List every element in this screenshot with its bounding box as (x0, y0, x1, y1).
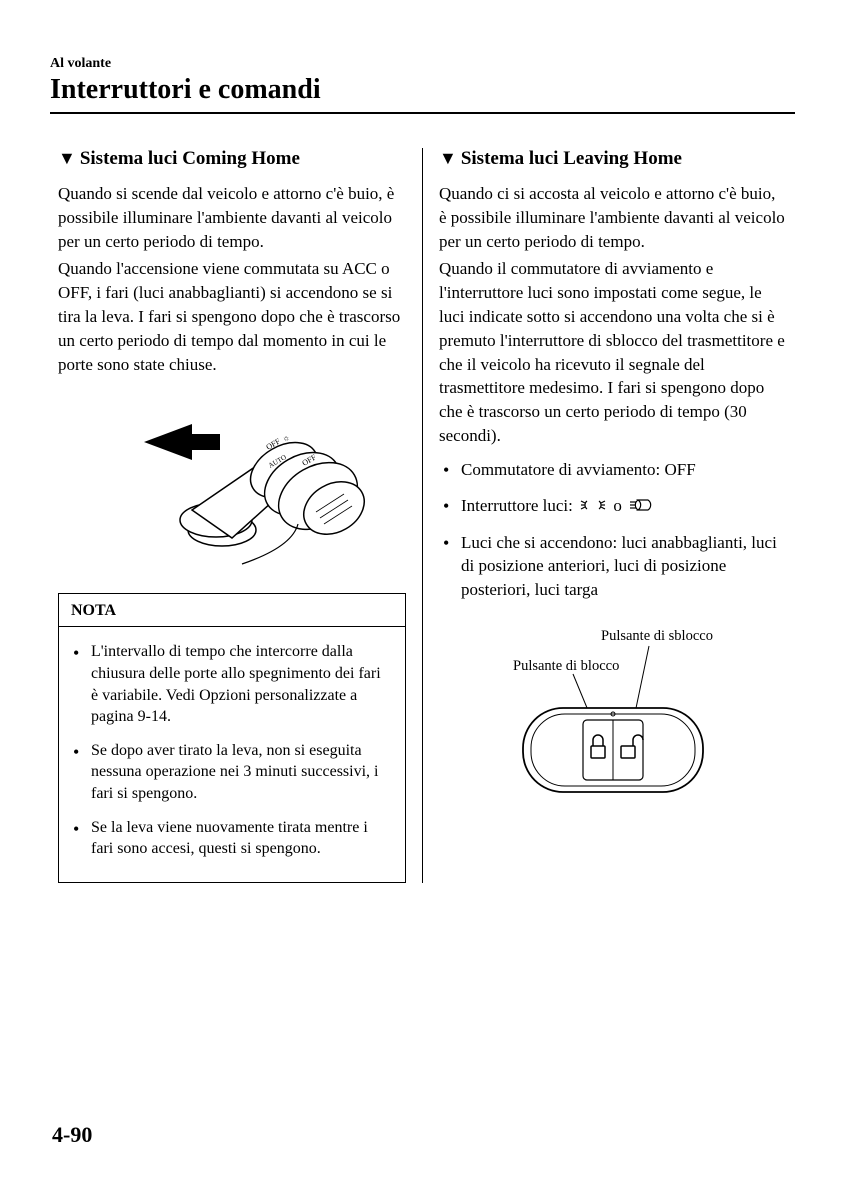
left-heading-text: Sistema luci Coming Home (80, 148, 300, 170)
content-columns: ▼ Sistema luci Coming Home Quando si sce… (50, 148, 795, 883)
left-subheading: ▼ Sistema luci Coming Home (58, 148, 406, 170)
bullet-item: Luci che si accendono: luci anabbagliant… (439, 531, 787, 602)
right-subheading: ▼ Sistema luci Leaving Home (439, 148, 787, 170)
right-para2: Quando il commutatore di avviamento e l'… (439, 257, 787, 447)
bullet-item: Interruttore luci: o (439, 494, 787, 519)
headlights-icon (628, 495, 652, 519)
right-column: ▼ Sistema luci Leaving Home Quando ci si… (423, 148, 795, 883)
note-box: NOTA L'intervallo di tempo che intercorr… (58, 593, 406, 882)
right-heading-text: Sistema luci Leaving Home (461, 148, 682, 170)
note-item: L'intervallo di tempo che intercorre dal… (73, 641, 391, 727)
page-header: Al volante Interruttori e comandi (50, 56, 795, 114)
note-list: L'intervallo di tempo che intercorre dal… (59, 627, 405, 881)
page-number: 4-90 (52, 1122, 92, 1148)
unlock-label: Pulsante di sblocco (601, 628, 713, 645)
key-illustration: Pulsante di sblocco Pulsante di blocco (439, 628, 787, 813)
left-para2: Quando l'accensione viene commutata su A… (58, 257, 406, 376)
svg-text:☼: ☼ (281, 433, 292, 444)
triangle-marker-icon: ▼ (439, 148, 457, 169)
bullet-item: Commutatore di avviamento: OFF (439, 458, 787, 482)
b2-prefix: Interruttore luci: (461, 496, 577, 515)
left-column: ▼ Sistema luci Coming Home Quando si sce… (50, 148, 423, 883)
note-item: Se dopo aver tirato la leva, non si eseg… (73, 740, 391, 805)
b2-middle: o (613, 496, 626, 515)
note-item: Se la leva viene nuovamente tirata mentr… (73, 817, 391, 860)
lever-svg-icon: OFF ☼ AUTO OFF (92, 392, 372, 572)
left-para1: Quando si scende dal veicolo e attorno c… (58, 182, 406, 253)
note-title: NOTA (59, 594, 405, 627)
lever-illustration: OFF ☼ AUTO OFF (58, 392, 406, 577)
lock-label: Pulsante di blocco (513, 658, 619, 675)
bullet-list: Commutatore di avviamento: OFF Interrutt… (439, 458, 787, 602)
key-fob-icon (483, 628, 743, 808)
page-title: Interruttori e comandi (50, 74, 795, 114)
right-para1: Quando ci si accosta al veicolo e attorn… (439, 182, 787, 253)
section-label: Al volante (50, 56, 795, 72)
parking-lights-icon (579, 495, 607, 519)
triangle-marker-icon: ▼ (58, 148, 76, 169)
